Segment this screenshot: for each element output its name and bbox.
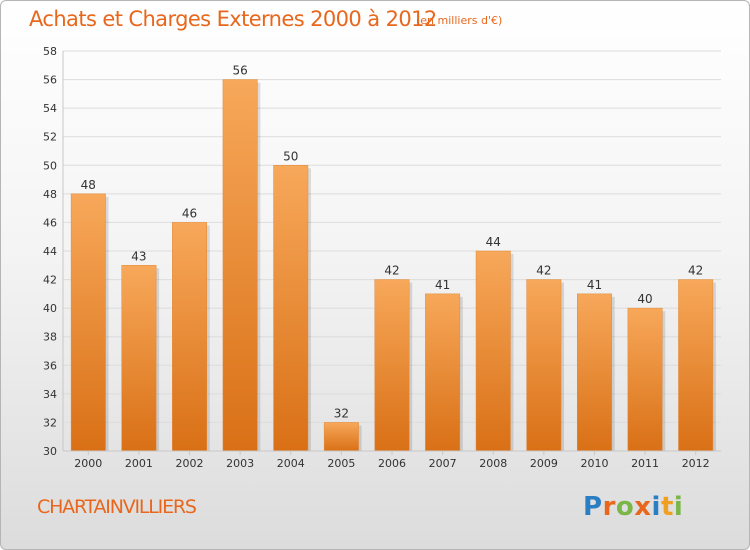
logo-letter: x (634, 492, 652, 522)
bar-value-label: 46 (182, 206, 197, 220)
x-tick-label: 2004 (277, 457, 305, 470)
logo-letter: t (660, 492, 674, 522)
bar-value-label: 48 (81, 178, 96, 192)
bar-value-label: 50 (283, 149, 298, 163)
y-tick-label: 32 (43, 416, 57, 429)
y-tick-label: 42 (43, 274, 57, 287)
bar-value-label: 56 (233, 64, 248, 78)
y-tick-label: 40 (43, 302, 57, 315)
y-tick-label: 36 (43, 359, 57, 372)
x-tick-label: 2007 (429, 457, 457, 470)
bar (627, 307, 663, 452)
bar (475, 250, 511, 452)
x-tick-label: 2009 (530, 457, 558, 470)
x-tick-label: 2011 (631, 457, 659, 470)
bar (323, 422, 359, 452)
bar (374, 279, 410, 452)
bar (526, 279, 562, 452)
bar-chart: 48 43 46 56 50 32 42 41 44 42 41 40 42 30 32 34 36 38 40 4… (43, 45, 721, 470)
bar-value-label: 32 (334, 406, 349, 420)
bar (70, 193, 106, 452)
bar-value-label: 43 (131, 249, 146, 263)
x-tick-label: 2003 (226, 457, 254, 470)
bar-value-label: 42 (688, 264, 703, 278)
x-tick-label: 2012 (682, 457, 710, 470)
y-tick-label: 50 (43, 159, 57, 172)
y-tick-label: 56 (43, 74, 57, 87)
x-tick-label: 2002 (176, 457, 204, 470)
y-tick-label: 58 (43, 45, 57, 58)
y-tick-label: 34 (43, 388, 57, 401)
logo-letter: i (673, 492, 684, 522)
proxiti-logo[interactable]: Proxiti (583, 492, 683, 522)
y-tick-label: 44 (43, 245, 57, 258)
y-tick-label: 38 (43, 331, 57, 344)
y-tick-label: 48 (43, 188, 57, 201)
chart-title: Achats et Charges Externes 2000 à 2012 (29, 7, 437, 31)
bar-value-label: 41 (587, 278, 602, 292)
bar (577, 293, 612, 452)
x-tick-label: 2000 (74, 457, 102, 470)
x-tick-label: 2008 (479, 457, 507, 470)
x-tick-label: 2005 (327, 457, 355, 470)
bar (678, 279, 714, 452)
place-name: CHARTAINVILLIERS (37, 496, 197, 518)
bar-value-label: 42 (384, 264, 399, 278)
bar-value-label: 40 (637, 292, 652, 306)
x-tick-label: 2006 (378, 457, 406, 470)
bar-value-label: 44 (486, 235, 501, 249)
chart-subtitle: (en milliers d'€) (416, 14, 503, 27)
bar (222, 79, 258, 452)
y-tick-label: 46 (43, 216, 57, 229)
y-tick-label: 54 (43, 102, 57, 115)
bar (273, 165, 309, 452)
logo-letter: P (583, 492, 603, 522)
bar (121, 265, 157, 452)
x-tick-label: 2001 (125, 457, 153, 470)
bar-value-label: 41 (435, 278, 450, 292)
logo-letter: i (651, 492, 661, 522)
y-tick-label: 52 (43, 131, 57, 144)
bar (425, 293, 461, 452)
x-tick-label: 2010 (580, 457, 608, 470)
bar-value-label: 42 (536, 264, 551, 278)
logo-letter: o (615, 492, 635, 522)
logo-letter: r (602, 492, 616, 522)
bar (172, 222, 207, 452)
y-tick-label: 30 (43, 445, 57, 458)
